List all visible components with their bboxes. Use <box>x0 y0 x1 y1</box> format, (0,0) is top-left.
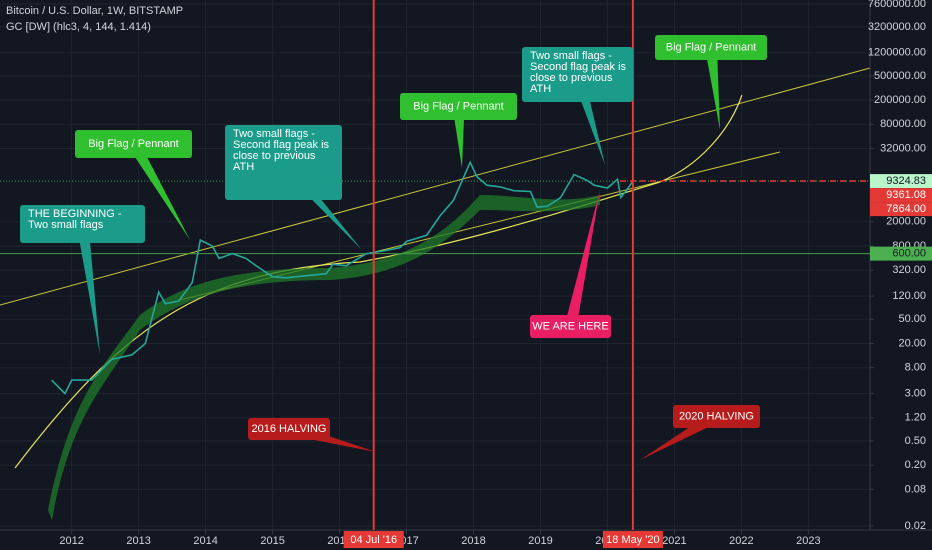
callout-box <box>655 35 767 60</box>
callout-pointer <box>128 140 190 240</box>
callout-text: Big Flag / Pennant <box>413 100 504 112</box>
curve <box>14 94 743 469</box>
callout-text: ATH <box>530 83 551 95</box>
y-tick-label: 3200000.00 <box>868 21 926 33</box>
y-tick-label: 8.00 <box>905 362 926 374</box>
callout-box <box>400 93 517 120</box>
callout-box <box>522 47 633 102</box>
y-tick-label: 500000.00 <box>874 70 926 82</box>
y-tick-label: 50.00 <box>898 313 926 325</box>
y-tick-label: 80000.00 <box>880 118 926 130</box>
price-label-box <box>870 202 932 217</box>
callout-text: close to previous <box>530 72 613 84</box>
callout-text: Big Flag / Pennant <box>666 41 757 53</box>
callout-pointer <box>564 190 600 328</box>
callout-box <box>530 315 611 338</box>
y-tick-label: 1.20 <box>905 412 926 424</box>
y-tick-label: 1200000.00 <box>868 47 926 59</box>
y-tick-label: 2000.00 <box>886 216 926 228</box>
callout-text: WE ARE HERE <box>532 320 608 332</box>
y-tick-label: 20.00 <box>898 337 926 349</box>
price-label-box <box>870 174 932 189</box>
y-tick-label: 32000.00 <box>880 142 926 154</box>
callout-text: 2020 HALVING <box>679 410 754 422</box>
x-tick-label: 2012 <box>59 535 83 547</box>
y-tick-label: 200000.00 <box>874 94 926 106</box>
date-label: 04 Jul '16 <box>350 534 397 546</box>
y-tick-label: 7600000.00 <box>868 0 926 10</box>
callout-text: 2016 HALVING <box>251 423 326 435</box>
callout-pointer <box>705 46 720 130</box>
date-label-box <box>343 531 404 548</box>
x-tick-label: 2014 <box>193 535 217 547</box>
x-tick-label: 2022 <box>729 535 753 547</box>
date-label-box <box>602 531 663 548</box>
price-label: 9324.83 <box>886 175 926 187</box>
callout-pointer <box>452 106 465 168</box>
callout-text: ATH <box>233 161 254 173</box>
callout-box <box>225 125 342 200</box>
x-tick-label: 2019 <box>528 535 552 547</box>
x-tick-label: 2021 <box>662 535 686 547</box>
chart-title: Bitcoin / U.S. Dollar, 1W, BITSTAMP <box>6 5 183 17</box>
callout-box <box>673 405 760 428</box>
x-tick-label: 2023 <box>796 535 820 547</box>
x-tick-label: 2018 <box>461 535 485 547</box>
price-label-box <box>870 188 932 203</box>
callout-text: close to previous <box>233 150 316 162</box>
callout-text: Second flag peak is <box>233 139 330 151</box>
x-tick-label: 2013 <box>126 535 150 547</box>
callout-box <box>20 205 145 243</box>
callout-text: THE BEGINNING - <box>28 208 122 220</box>
price-label: 600.00 <box>892 248 926 260</box>
callout-text: Two small flags <box>28 219 104 231</box>
indicator-label: GC [DW] (hlc3, 4, 144, 1.414) <box>6 21 151 33</box>
callout-box <box>248 418 330 440</box>
callout-pointer <box>76 223 100 355</box>
trend-line <box>0 67 871 306</box>
price-label-box <box>870 246 932 261</box>
y-tick-label: 3.00 <box>905 388 926 400</box>
price-label: 7864.00 <box>886 203 926 215</box>
callout-box <box>75 130 192 158</box>
y-tick-label: 0.08 <box>905 483 926 495</box>
callout-text: Two small flags - <box>233 128 315 140</box>
y-tick-label: 120.00 <box>892 290 926 302</box>
y-tick-label: 0.02 <box>905 520 926 532</box>
price-line-series <box>51 160 634 395</box>
callout-text: Second flag peak is <box>530 61 627 73</box>
price-label: 9361.08 <box>886 189 926 201</box>
y-tick-label: 0.50 <box>905 435 926 447</box>
y-tick-label: 320.00 <box>892 264 926 276</box>
y-tick-label: 0.20 <box>905 459 926 471</box>
callout-text: Two small flags - <box>530 50 612 62</box>
callout-text: Big Flag / Pennant <box>88 138 179 150</box>
x-tick-label: 2015 <box>260 535 284 547</box>
date-label: 18 May '20 <box>606 534 659 546</box>
